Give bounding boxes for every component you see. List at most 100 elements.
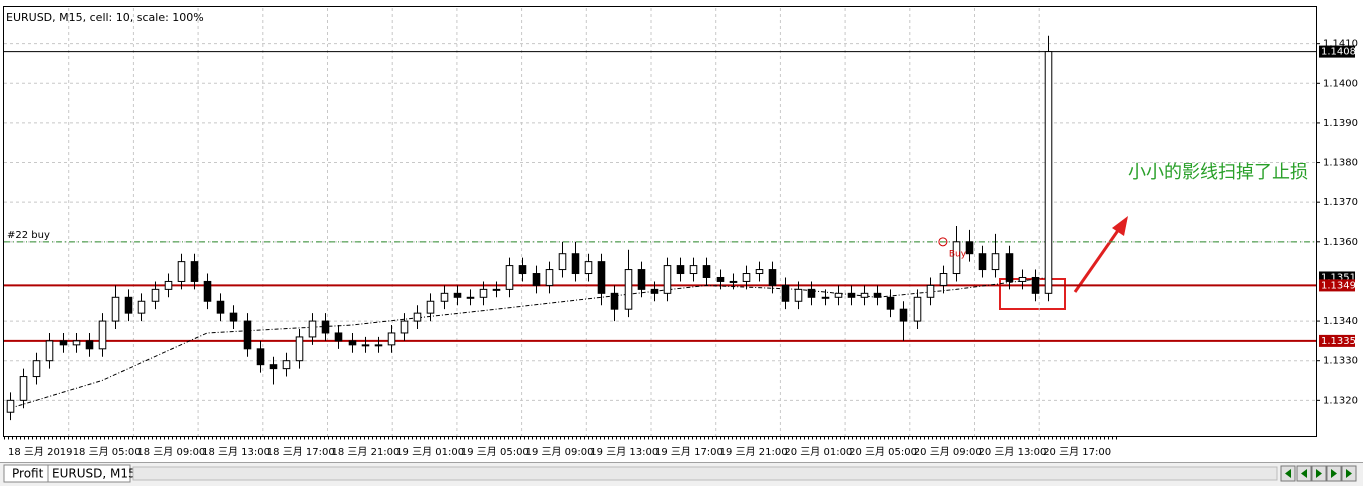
tab[interactable] xyxy=(47,464,131,483)
candle-body xyxy=(597,261,606,294)
candle-body xyxy=(624,269,633,310)
price-label-box xyxy=(1319,279,1355,292)
annotation: 小小的影线扫掉了止损 xyxy=(1128,162,1308,183)
candle-body xyxy=(177,261,186,282)
candle-body xyxy=(479,288,488,298)
candle-body xyxy=(111,296,120,322)
annotation-arrow xyxy=(1073,228,1121,293)
candle-body xyxy=(978,253,987,271)
candle-body xyxy=(807,288,816,298)
x-tick-label: 18 三月 17:00 xyxy=(267,446,335,458)
x-tick-label: 19 三月 01:00 xyxy=(396,446,464,458)
candle-body xyxy=(426,300,435,314)
candle-body xyxy=(991,253,1000,271)
candle-body xyxy=(440,292,449,302)
candle-body xyxy=(229,312,238,322)
x-tick-label: 20 三月 17:00 xyxy=(1043,446,1111,458)
candle-body xyxy=(269,364,278,370)
candle-body xyxy=(571,253,580,275)
candle-body xyxy=(742,273,751,282)
candle-body xyxy=(137,300,146,314)
candle-body xyxy=(702,265,711,278)
candle-body xyxy=(952,241,961,275)
candle-body xyxy=(6,399,15,413)
candle-body xyxy=(466,296,475,299)
candle-body xyxy=(965,241,974,255)
candle-body xyxy=(729,280,738,283)
candle-body xyxy=(203,280,212,302)
candle-body xyxy=(32,360,41,378)
candle-body xyxy=(308,320,317,338)
x-tick-label: 18 三月 13:00 xyxy=(202,446,270,458)
x-tick-label: 20 三月 13:00 xyxy=(979,446,1047,458)
candle-body xyxy=(1031,276,1040,294)
candle-body xyxy=(939,273,948,286)
candle-body xyxy=(610,292,619,310)
candle-body xyxy=(492,288,501,291)
window-title: EURUSD, M15, cell: 10, scale: 100% xyxy=(6,11,204,24)
candle-body xyxy=(663,265,672,294)
x-tick-label: 19 三月 21:00 xyxy=(720,446,788,458)
candle-body xyxy=(1018,276,1027,282)
candle-body xyxy=(45,340,54,362)
candle-body xyxy=(295,336,304,362)
candle-body xyxy=(755,269,764,275)
tab-label[interactable]: Profit xyxy=(12,467,44,481)
candle-body xyxy=(532,273,541,286)
candle-body xyxy=(361,344,370,347)
nav-arrows xyxy=(1285,469,1352,478)
candle-body xyxy=(689,265,698,275)
candle-body xyxy=(348,340,357,346)
candle-body xyxy=(637,269,646,290)
x-tick-label: 19 三月 09:00 xyxy=(526,446,594,458)
candle-body xyxy=(59,340,68,346)
arrow-head xyxy=(1112,216,1128,236)
candle-body xyxy=(164,280,173,290)
x-tick-label: 20 三月 09:00 xyxy=(914,446,982,458)
candle-body xyxy=(834,292,843,298)
entry-marker xyxy=(938,237,948,247)
y-tick-label: 1.1360 xyxy=(1323,237,1358,248)
y-tick-label: 1.1380 xyxy=(1323,158,1358,169)
order-label: #22 buy xyxy=(7,230,50,241)
y-tick-label: 1.1390 xyxy=(1323,118,1358,129)
x-tick-label: 18 三月 2019 xyxy=(8,446,73,458)
candle-body xyxy=(847,292,856,298)
candle-body xyxy=(584,261,593,275)
candle-body xyxy=(650,288,659,294)
candle-body xyxy=(781,284,790,302)
candle-body xyxy=(545,269,554,286)
candle-body xyxy=(19,376,28,401)
candle-body xyxy=(400,320,409,334)
x-tick-label: 18 三月 21:00 xyxy=(332,446,400,458)
candle-body xyxy=(72,340,81,346)
price-label-box xyxy=(1319,334,1355,347)
x-tick-label: 20 三月 05:00 xyxy=(849,446,917,458)
candle-body xyxy=(821,296,830,299)
price-label: 1.1349 xyxy=(1321,280,1356,291)
candle-body xyxy=(413,312,422,322)
tab-label[interactable]: EURUSD, M15 xyxy=(52,467,136,481)
candle-body xyxy=(1005,253,1014,282)
candle-body xyxy=(899,308,908,322)
y-tick-label: 1.1320 xyxy=(1323,395,1358,406)
price-label: 1.1351 xyxy=(1321,272,1356,283)
y-tick-label: 1.1410 xyxy=(1323,39,1358,50)
candle-body xyxy=(860,292,869,298)
candle-body xyxy=(518,265,527,275)
x-tick-label: 18 三月 05:00 xyxy=(73,446,141,458)
price-label: 1.1335 xyxy=(1321,336,1356,347)
scrollbar[interactable] xyxy=(132,466,1278,481)
candle-body xyxy=(256,348,265,366)
candle-body xyxy=(926,284,935,298)
candle-body xyxy=(913,296,922,322)
candle-body xyxy=(558,253,567,271)
candle-body xyxy=(85,340,94,350)
candle-body xyxy=(243,320,252,350)
candle-body xyxy=(334,332,343,342)
candle-body xyxy=(505,265,514,290)
candle-body xyxy=(768,269,777,286)
x-tick-label: 19 三月 05:00 xyxy=(461,446,529,458)
x-tick-label: 20 三月 01:00 xyxy=(784,446,852,458)
